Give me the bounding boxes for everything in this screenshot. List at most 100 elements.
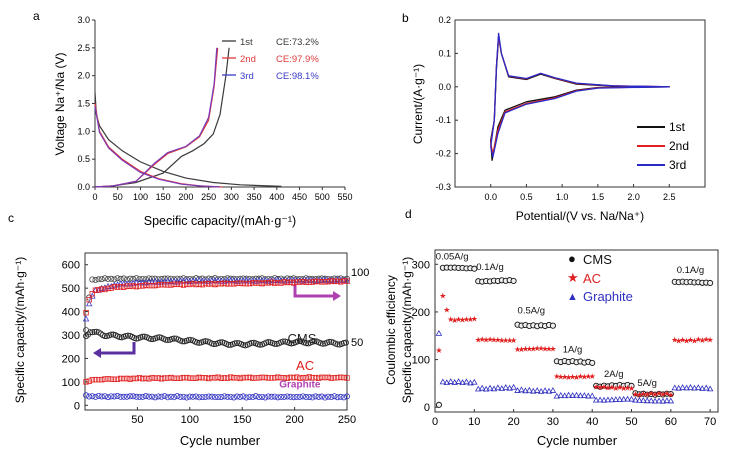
panel-c-marker-ac-capacity — [221, 375, 228, 381]
panel-c-marker-ac — [95, 287, 102, 293]
panel-d-legend-cms: CMS — [583, 252, 612, 267]
panel-d-marker-graphite — [640, 396, 647, 403]
panel-c-marker-ac — [275, 279, 281, 286]
panel-c-marker-ac-coulombic — [117, 280, 124, 287]
panel-d-marker-ac: ★ — [699, 336, 706, 345]
panel-d-marker-ac: ★ — [459, 316, 466, 325]
panel-c-marker-ac — [102, 286, 108, 293]
panel-d-marker-graphite — [526, 386, 533, 393]
panel-c-marker-ac-capacity — [108, 376, 114, 382]
panel-c-marker-cms — [171, 335, 178, 342]
panel-d-marker-ac: ★ — [675, 336, 682, 345]
panel-a-xtick-label: 450 — [292, 192, 307, 202]
panel-d-marker-ac: ★ — [655, 389, 662, 398]
panel-c-marker-graphite — [92, 393, 99, 400]
panel-c-marker-graphite — [299, 393, 306, 400]
panel-c-marker-cms — [162, 336, 169, 343]
panel-c-arrowhead-left — [93, 348, 101, 358]
panel-c-arrow-left — [101, 342, 136, 355]
panel-c-marker-ac — [256, 280, 262, 286]
panel-d-marker-ac: ★ — [640, 389, 647, 398]
panel-d-marker-ac: ★ — [683, 337, 690, 346]
panel-d-marker-graphite — [632, 396, 639, 403]
panel-a-xtick-label: 350 — [247, 192, 262, 202]
panel-c-marker-graphite — [265, 393, 272, 400]
panel-c-marker-ac — [177, 281, 184, 287]
panel-c-marker-cms-coulombic — [95, 276, 102, 283]
panel-d-marker-ac: ★ — [510, 336, 517, 345]
panel-c-marker-graphite — [123, 393, 130, 400]
panel-c-marker-cms-coulombic — [123, 276, 130, 283]
panel-c-marker-graphite — [306, 393, 313, 400]
panel-c-marker-ac-coulombic — [274, 276, 282, 283]
panel-b-ytick-label: 0.1 — [438, 48, 451, 58]
panel-d-marker-graphite — [533, 387, 541, 393]
panel-c-marker-ac — [196, 281, 202, 287]
panel-c-marker-ac-capacity — [256, 375, 262, 381]
panel-d-marker-ac: ★ — [604, 383, 611, 392]
panel-a-legend-1st-ce: CE:73.2% — [276, 37, 319, 48]
panel-c-marker-cms — [101, 333, 108, 340]
panel-d-legend-ac: AC — [583, 271, 601, 286]
panel-d-marker-ac: ★ — [600, 382, 607, 391]
panel-c-marker-cms — [210, 341, 217, 348]
panel-d-marker-graphite — [663, 397, 671, 404]
panel-c-marker-cms-coulombic — [211, 275, 218, 282]
panel-c-marker-ac — [293, 279, 300, 285]
panel-c-marker-graphite — [303, 394, 310, 401]
panel-c-marker-graphite — [227, 393, 234, 400]
panel-c-marker-ac — [161, 282, 168, 288]
panel-c-marker-cms — [124, 332, 131, 339]
panel-c-marker-cms — [154, 334, 161, 341]
panel-d-marker-graphite — [443, 379, 451, 386]
panel-c-ytick-label: 500 — [62, 283, 80, 295]
panel-d-marker-graphite — [435, 329, 443, 336]
panel-d-marker-ac: ★ — [483, 335, 490, 344]
panel-c-marker-ac — [165, 282, 171, 288]
panel-c-marker-ac-capacity — [293, 374, 300, 380]
panel-b-legend-1st: 1st — [669, 120, 686, 134]
panel-c-marker-ac — [127, 283, 133, 290]
panel-a-ytick-label: 3.0 — [77, 15, 90, 25]
panel-d-marker-ac: ★ — [671, 335, 678, 344]
panel-c-marker-ac — [344, 278, 350, 284]
panel-c-marker-cms-coulombic — [114, 275, 121, 282]
panel-d-rate-label: 0.05A/g — [436, 252, 469, 263]
panel-c-marker-ac — [205, 281, 212, 287]
panel-c-marker-ac — [237, 280, 243, 286]
panel-a-xtick-label: 500 — [315, 192, 330, 202]
panel-d-marker-graphite — [541, 387, 549, 394]
panel-d-marker-graphite — [581, 392, 588, 398]
panel-c-marker-cms — [108, 331, 115, 338]
panel-c-marker-ac-capacity — [199, 375, 206, 381]
panel-c-marker-graphite — [337, 393, 344, 400]
panel-c-marker-ac — [105, 285, 111, 292]
panel-d-marker-graphite — [529, 387, 537, 394]
panel-d-marker-ac: ★ — [538, 344, 545, 353]
panel-c-marker-cms — [164, 337, 171, 344]
panel-b-ytick-label: -0.1 — [435, 115, 451, 125]
panel-c-marker-ac-capacity — [193, 375, 199, 381]
panel-c-marker-cms-coulombic — [120, 275, 127, 282]
panel-c-marker-cms-coulombic — [92, 276, 99, 283]
panel-d-marker-graphite — [474, 385, 482, 392]
panel-c-marker-ac — [224, 281, 231, 287]
panel-c-marker-graphite — [186, 393, 193, 400]
panel-d-marker-graphite — [439, 378, 447, 385]
panel-d-marker-ac: ★ — [447, 315, 454, 324]
panel-c-marker-ac-capacity — [92, 376, 99, 383]
panel-c-marker-ac-capacity — [174, 375, 180, 381]
panel-c-marker-ac-capacity — [303, 375, 309, 381]
panel-c-marker-graphite — [164, 394, 171, 401]
panel-c-marker-graphite — [196, 394, 203, 401]
panel-c-marker-cms-coulombic — [152, 275, 159, 282]
panel-c-marker-ac-capacity — [215, 374, 221, 380]
panel-c-marker-ac — [334, 278, 341, 284]
panel-c-marker-ac-capacity — [111, 376, 118, 382]
panel-b-xtick-label: 2.0 — [627, 192, 640, 202]
panel-c-marker-graphite — [95, 392, 102, 399]
panel-d-marker-ac: ★ — [632, 390, 639, 399]
panel-c-marker-ac — [124, 283, 130, 289]
panel-c-marker-ac-capacity — [316, 375, 322, 381]
panel-c-marker-ac — [136, 283, 143, 289]
